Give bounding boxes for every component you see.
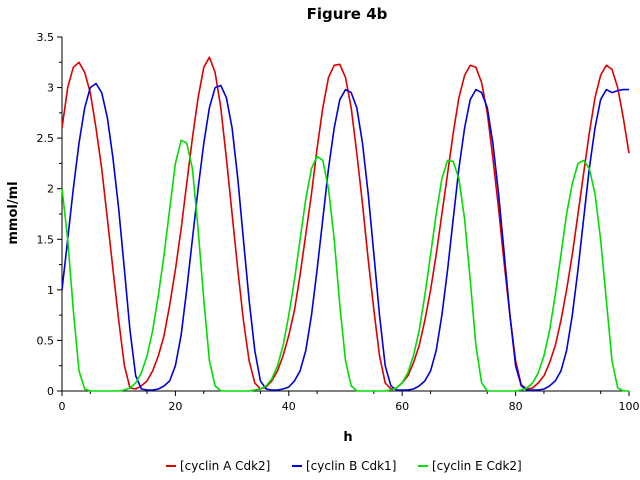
series-line-0 [61, 56, 630, 390]
legend-label-1: [cyclin B Cdk1] [306, 459, 396, 473]
legend-label-0: [cyclin A Cdk2] [180, 459, 270, 473]
y-tick-label: 1 [47, 284, 54, 297]
x-tick-label: 20 [168, 400, 182, 413]
y-tick-label: 2 [47, 183, 54, 196]
y-tick-label: 0 [47, 385, 54, 398]
y-tick-label: 0.5 [37, 334, 55, 347]
x-axis-label: h [343, 430, 352, 445]
y-tick-label: 3.5 [37, 31, 55, 44]
y-tick-label: 2.5 [37, 132, 55, 145]
plot-area: 0 20 40 60 80 100 0 0.5 1 1.5 2 2.5 3 3.5 [37, 31, 640, 413]
y-tick-label: 1.5 [37, 233, 55, 246]
series-line-2 [61, 139, 629, 392]
chart-title: Figure 4b [307, 5, 388, 23]
x-tick-label: 80 [509, 400, 523, 413]
y-tick-label: 3 [47, 82, 54, 95]
x-tick-label: 0 [59, 400, 66, 413]
series-line-1 [61, 82, 629, 391]
legend: [cyclin A Cdk2] [cyclin B Cdk1] [cyclin E … [166, 459, 522, 473]
x-tick-label: 60 [395, 400, 409, 413]
x-tick-label: 40 [282, 400, 296, 413]
x-tick-label: 100 [619, 400, 640, 413]
legend-label-2: [cyclin E Cdk2] [432, 459, 522, 473]
y-axis-label: mmol/ml [6, 181, 21, 244]
